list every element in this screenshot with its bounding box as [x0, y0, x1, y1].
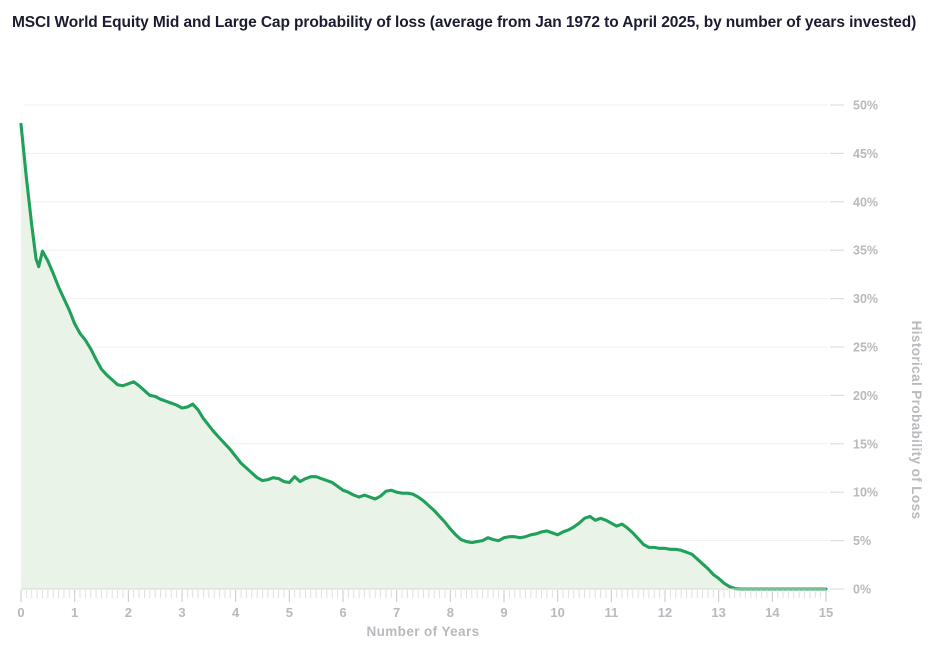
- x-tick-label: 12: [658, 605, 672, 620]
- x-tick-label: 15: [819, 605, 833, 620]
- x-tick-label: 14: [765, 605, 780, 620]
- x-tick-label: 1: [71, 605, 78, 620]
- y-tick-label: 40%: [853, 195, 878, 209]
- y-tick-label: 5%: [853, 534, 871, 548]
- x-tick-label: 11: [604, 605, 618, 620]
- y-tick-label: 10%: [853, 486, 878, 500]
- chart-title: MSCI World Equity Mid and Large Cap prob…: [12, 14, 917, 31]
- y-tick-label: 15%: [853, 437, 878, 451]
- x-tick-label: 4: [232, 605, 240, 620]
- y-tick-label: 50%: [853, 99, 878, 113]
- y-tick-label: 0%: [853, 583, 871, 597]
- x-tick-label: 0: [17, 605, 24, 620]
- y-tick-marks-group: [830, 104, 844, 590]
- x-axis-tick-labels-group: 0 1 2 3 4 5 6 7 8 9 10 11 12 13 14 15: [17, 605, 833, 620]
- y-tick-label: 20%: [853, 389, 878, 403]
- x-tick-label: 6: [339, 605, 346, 620]
- x-tick-label: 5: [286, 605, 293, 620]
- x-axis-tick-marks-group: [20, 590, 827, 602]
- area-fill-path: [21, 124, 826, 590]
- x-tick-label: 2: [125, 605, 132, 620]
- x-tick-label: 9: [500, 605, 507, 620]
- probability-line-path: [19, 122, 828, 591]
- x-tick-label: 8: [447, 605, 454, 620]
- y-axis-tick-labels-group: 0% 5% 10% 15% 20% 25% 30% 35% 40% 45% 50%: [853, 99, 878, 597]
- y-tick-label: 35%: [853, 244, 878, 258]
- x-tick-label: 3: [178, 605, 185, 620]
- x-tick-label: 10: [550, 605, 564, 620]
- x-tick-label: 7: [393, 605, 400, 620]
- y-tick-label: 30%: [853, 292, 878, 306]
- y-tick-label: 25%: [853, 341, 878, 355]
- y-axis-title: Historical Probability of Loss: [909, 321, 924, 520]
- x-axis-title: Number of Years: [366, 624, 479, 639]
- x-tick-label: 13: [711, 605, 725, 620]
- y-tick-label: 45%: [853, 147, 878, 161]
